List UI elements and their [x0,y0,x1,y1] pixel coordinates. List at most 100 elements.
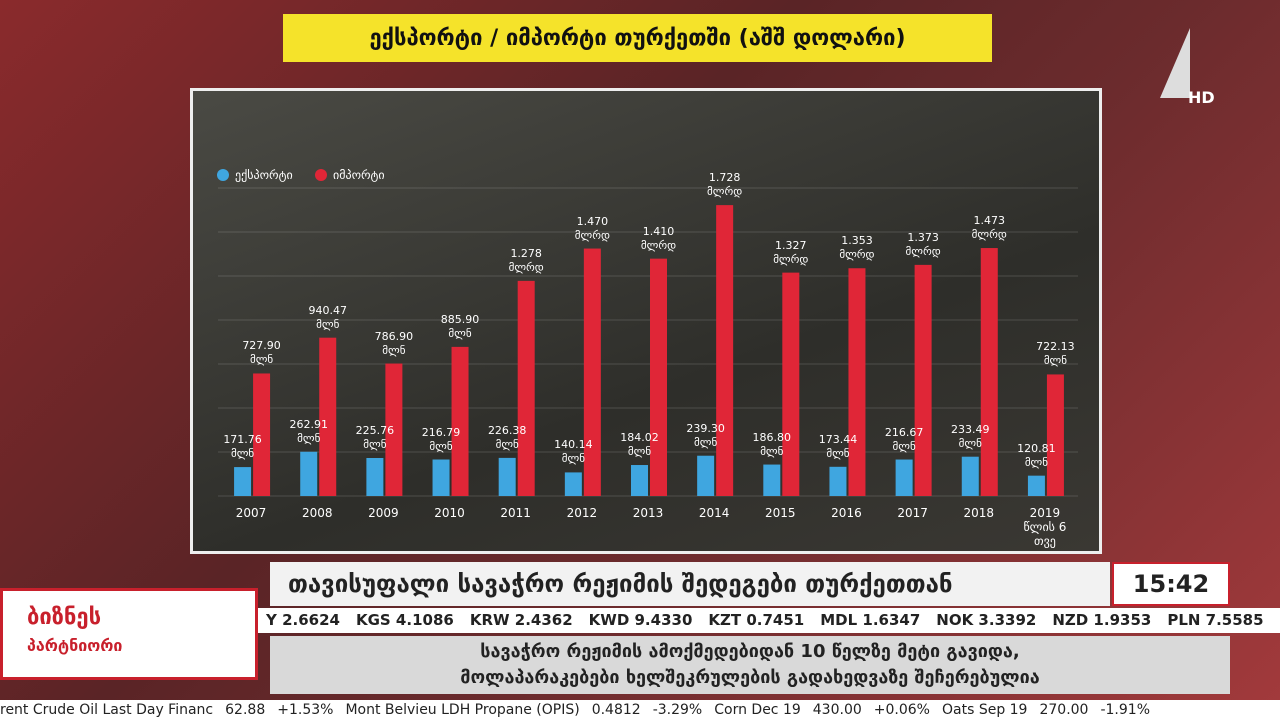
x-tick-label: 2016 [831,506,862,520]
value-label: 186.80 მლნ [752,430,792,458]
logo-mark [1160,28,1190,98]
x-tick-label: 2014 [698,506,730,520]
value-label: 184.02 მლნ [620,431,659,459]
value-label: 120.81 მლნ [1017,441,1056,469]
market-ticker: rent Crude Oil Last Day Financ 62.88 +1.53… [0,700,1280,720]
ticker-item: MDL 1.6347 [820,611,921,629]
value-label: 722.13 მლნ [1036,340,1075,368]
bar [848,268,866,496]
bar [1027,475,1045,496]
x-tick-label: 2011 [500,506,531,520]
value-label: 885.90 მლნ [440,312,480,340]
bar [366,457,384,496]
ticker-item: NOK 3.3392 [936,611,1037,629]
currency-ticker: Y 2.6624 KGS 4.1086 KRW 2.4362 KWD 9.4330 KZ… [258,608,1280,633]
value-label: 140.14 მლნ [554,438,593,466]
value-label: 1.470 მლრდ [574,214,610,242]
value-label: 216.67 მლნ [884,425,924,453]
chart: ექსპორტი იმპორტი [217,168,1078,497]
x-tick-label: 2019 წლის 6 თვე [1023,506,1067,548]
ticker-item: +1.53% [277,702,334,718]
value-label: 1.353 მლრდ [839,234,875,262]
legend-label: ექსპორტი [235,168,293,182]
value-label: 171.76 მლნ [223,433,262,461]
value-label: 1.410 მლრდ [640,224,677,252]
program-logo: ბიზნეს პარტნიორი [0,588,258,680]
ticker-item: NZD 1.9353 [1052,611,1152,629]
chart-title: ექსპორტი / იმპორტი თურქეთში (აშშ დოლარი) [283,14,992,62]
bar [517,280,535,496]
value-label: 1.728 მლრდ [707,171,743,199]
value-label: 1.473 მლრდ [971,214,1007,242]
channel-hd: HD [1188,88,1215,107]
value-label: 262.91 მლნ [289,417,328,445]
bar [895,459,913,496]
bar [564,472,582,496]
ticker-item: Oats Sep 19 [941,702,1028,718]
value-label: 1.373 მლრდ [905,230,941,258]
subtitle-line: მოლაპარაკებები ხელშეკრულების გადახედვაზე… [460,667,1040,688]
bar [319,337,337,496]
value-label: 786.90 მლნ [374,329,414,357]
bar [300,451,318,496]
program-name: პარტნიორი [27,636,123,655]
headline: თავისუფალი სავაჭრო რეჟიმის შედეგები თურქ… [270,562,1110,606]
ticker-item: 62.88 [225,702,266,718]
x-tick-label: 2012 [566,506,598,520]
bar [914,264,932,496]
x-tick-label: 2007 [235,506,267,520]
subtitle: სავაჭრო რეჟიმის ამოქმედებიდან 10 წელზე მ… [270,636,1230,694]
bar [1046,374,1064,496]
ticker-item: KWD 9.4330 [588,611,693,629]
bar [498,457,516,496]
ticker-item: Mont Belvieu LDH Propane (OPIS) [345,702,580,718]
x-tick-label: 2015 [765,506,796,520]
legend-swatch [315,169,327,181]
value-label: 239.30 მლნ [686,421,725,449]
bar [829,466,847,496]
ticker-item: Corn Dec 19 [714,702,801,718]
value-label: 173.44 მლნ [818,432,858,460]
ticker-item: -3.29% [652,702,703,718]
x-tick-label: 2017 [897,506,928,520]
bar [631,465,648,496]
legend-label: იმპორტი [333,168,385,182]
chart-panel: ექსპორტი იმპორტი 2007 171.76 მლნ 727.90 მლნ… [190,88,1102,554]
program-name: ბიზნეს [27,605,102,630]
ticker-item: PLN 7.5585 [1167,611,1264,629]
subtitle-line: სავაჭრო რეჟიმის ამოქმედებიდან 10 წელზე მ… [480,641,1020,662]
ticker-item: 430.00 [812,702,862,718]
value-label: 226.38 მლნ [487,423,527,451]
ticker-item: Y 2.6624 [266,611,340,629]
channel-logo: HD [1150,18,1220,108]
bar [583,248,601,496]
x-tick-label: 2018 [963,506,995,520]
value-label: 1.278 მლრდ [508,246,544,274]
bar [432,459,450,496]
value-label: 225.76 მლნ [355,423,395,451]
x-tick-label: 2008 [301,506,333,520]
bar [961,456,979,496]
x-tick-label: 2009 [368,506,399,520]
bar [697,455,715,496]
bar [451,346,469,496]
x-tick-label: 2010 [434,506,465,520]
ticker-item: -1.91% [1100,702,1150,718]
x-tick-label: 2013 [632,506,664,520]
bar [650,258,667,496]
value-label: 940.47 მლნ [308,303,347,331]
clock: 15:42 [1112,562,1230,606]
bar [385,363,403,496]
ticker-item: rent Crude Oil Last Day Financ [0,702,214,718]
ticker-item: KZT 0.7451 [708,611,805,629]
bar [716,205,734,496]
bar [234,467,252,496]
ticker-item: 270.00 [1039,702,1089,718]
bar [763,464,781,496]
value-label: 727.90 მლნ [242,339,281,367]
ticker-item: 0.4812 [591,702,641,718]
bar [980,248,998,496]
ticker-item: KGS 4.1086 [355,611,454,629]
value-label: 233.49 მლნ [951,422,990,450]
